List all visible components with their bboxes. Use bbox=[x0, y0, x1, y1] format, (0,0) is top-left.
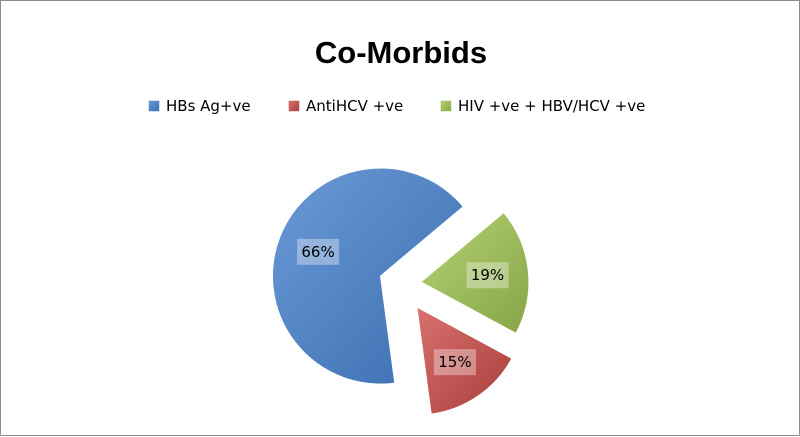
data-label-hiv-ve-hbv-hcv-ve: 19% bbox=[466, 262, 509, 289]
pie-slice-hbs-ag-ve bbox=[272, 167, 464, 385]
data-label-box bbox=[466, 262, 509, 289]
legend-swatch-hbs-ag-ve bbox=[148, 100, 160, 112]
data-label-box bbox=[297, 238, 340, 265]
legend-entry-hbs-ag-ve: HBs Ag+ve bbox=[148, 97, 251, 115]
pie-slice-hiv-ve-hbv-hcv-ve bbox=[420, 211, 530, 335]
legend-label-hbs-ag-ve: HBs Ag+ve bbox=[166, 97, 251, 115]
data-label-antihcv-ve: 15% bbox=[433, 349, 476, 376]
legend-entry-hiv-ve-hbv-hcv-ve: HIV +ve + HBV/HCV +ve bbox=[440, 97, 645, 115]
legend-entry-antihcv-ve: AntiHCV +ve bbox=[288, 97, 403, 115]
legend-swatch-hiv-ve-hbv-hcv-ve bbox=[440, 100, 452, 112]
legend-swatch-antihcv-ve bbox=[288, 100, 300, 112]
data-label-text: 15% bbox=[438, 353, 471, 371]
data-label-text: 19% bbox=[471, 266, 504, 284]
legend-label-antihcv-ve: AntiHCV +ve bbox=[306, 97, 403, 115]
chart-title: Co-Morbids bbox=[315, 35, 487, 70]
legend: HBs Ag+ve AntiHCV +ve HIV +ve + HBV/HCV +v… bbox=[148, 97, 645, 115]
data-labels: 66% 15% 19% bbox=[297, 238, 509, 376]
data-label-hbs-ag-ve: 66% bbox=[297, 238, 340, 265]
data-label-text: 66% bbox=[301, 243, 334, 261]
data-label-box bbox=[433, 349, 476, 376]
legend-label-hiv-ve-hbv-hcv-ve: HIV +ve + HBV/HCV +ve bbox=[458, 97, 645, 115]
pie-slices bbox=[272, 167, 530, 415]
pie-slice-antihcv-ve bbox=[416, 306, 513, 415]
